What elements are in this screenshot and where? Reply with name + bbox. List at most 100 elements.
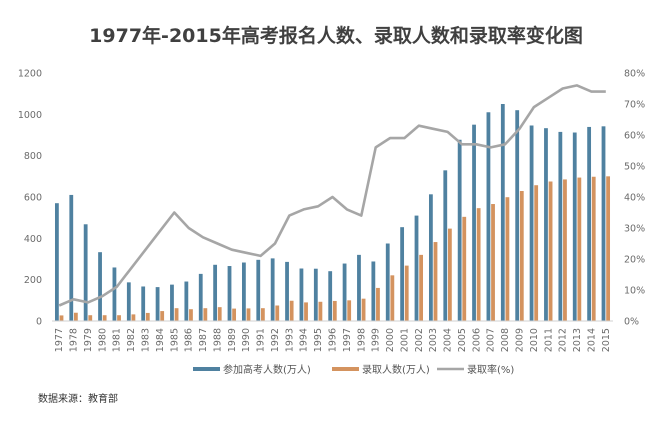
x-tick-label: 1980	[97, 328, 108, 352]
bar-applicants	[428, 194, 433, 321]
legend-label-applicants: 参加高考人数(万人)	[223, 363, 311, 376]
y-right-tick-label: 80%	[624, 69, 645, 80]
bar-admitted	[347, 300, 352, 321]
bar-applicants	[299, 268, 304, 321]
bar-applicants	[486, 112, 491, 322]
y-left-tick-label: 0	[36, 317, 42, 328]
rate-line-path	[58, 84, 606, 307]
bar-applicants	[313, 268, 318, 321]
bar-admitted	[548, 181, 553, 321]
x-tick-label: 1981	[112, 328, 123, 352]
bar-admitted	[519, 191, 524, 321]
bar-admitted	[174, 308, 179, 321]
x-tick-label: 1985	[169, 328, 180, 352]
y-left-tick-label: 1000	[18, 110, 42, 121]
bar-applicants	[414, 215, 419, 321]
bar-applicants	[170, 284, 174, 321]
bar-admitted	[462, 216, 467, 321]
x-tick-label: 2004	[443, 328, 454, 352]
bar-admitted	[505, 197, 510, 321]
bar-admitted	[203, 308, 208, 321]
bar-applicants	[472, 124, 476, 322]
bar-admitted	[332, 300, 337, 321]
bar-admitted	[117, 315, 121, 321]
bar-admitted	[73, 312, 78, 321]
x-tick-label: 1996	[328, 328, 339, 352]
bar-admitted	[59, 315, 64, 321]
bars-applicants	[54, 104, 606, 322]
bar-applicants	[558, 131, 563, 321]
bar-admitted	[563, 179, 567, 321]
bar-applicants	[155, 287, 160, 321]
x-tick-label: 1991	[256, 328, 267, 352]
bar-applicants	[141, 286, 146, 321]
x-tick-label: 2000	[385, 328, 396, 352]
x-tick-label: 2005	[457, 328, 468, 352]
bar-applicants	[270, 258, 275, 321]
bar-admitted	[246, 308, 251, 321]
y-right-tick-label: 20%	[624, 255, 645, 266]
x-tick-label: 2007	[486, 328, 497, 352]
bar-applicants	[112, 267, 117, 321]
bar-admitted	[447, 228, 452, 321]
bar-applicants	[285, 261, 289, 321]
source-note: 数据来源：教育部	[38, 392, 118, 405]
bar-admitted	[419, 254, 424, 321]
bar-admitted	[361, 298, 366, 321]
x-tick-label: 2006	[471, 328, 482, 352]
bar-applicants	[457, 139, 462, 321]
x-tick-label: 2001	[399, 328, 410, 352]
x-tick-label: 1984	[155, 328, 166, 352]
x-tick-label: 1983	[141, 328, 152, 352]
bar-applicants	[213, 264, 218, 321]
y-left-tick-label: 800	[24, 151, 42, 162]
bar-applicants	[572, 132, 577, 321]
bar-applicants	[500, 104, 505, 321]
bar-admitted	[189, 309, 193, 321]
bar-applicants	[515, 110, 520, 321]
bar-applicants	[198, 273, 203, 321]
y-right-tick-label: 60%	[624, 131, 645, 142]
x-tick-label: 1997	[342, 328, 353, 352]
x-tick-label: 1979	[83, 328, 94, 352]
bar-admitted	[232, 308, 237, 321]
y-right-tick-label: 0%	[624, 317, 639, 328]
bar-applicants	[184, 281, 189, 321]
x-tick-label: 2003	[428, 328, 439, 352]
bar-applicants	[400, 227, 405, 321]
right-axis: 0% 10% 20% 30% 40% 50% 60% 70% 80%	[624, 69, 645, 328]
chart-title: 1977年-2015年高考报名人数、录取人数和录取率变化图	[89, 24, 583, 47]
bar-applicants	[256, 259, 261, 321]
bar-admitted	[102, 315, 107, 321]
admission-rate-line	[58, 84, 606, 307]
x-tick-label: 1986	[184, 328, 195, 352]
bar-applicants	[54, 203, 59, 321]
x-tick-label: 1987	[198, 328, 209, 352]
bar-admitted	[491, 204, 495, 321]
y-left-tick-label: 600	[24, 193, 42, 204]
x-tick-label: 1977	[54, 328, 65, 352]
x-tick-label: 1995	[313, 328, 324, 352]
x-tick-label: 1993	[284, 328, 295, 352]
bar-admitted	[577, 177, 582, 321]
x-tick-label: 1994	[299, 328, 310, 352]
x-tick-label: 2014	[586, 328, 597, 352]
bar-admitted	[318, 301, 323, 321]
bar-applicants	[69, 194, 74, 321]
x-tick-label: 1978	[69, 328, 80, 352]
bar-applicants	[241, 262, 246, 321]
bar-admitted	[390, 275, 395, 321]
x-tick-label: 2010	[529, 328, 540, 352]
bar-applicants	[601, 126, 606, 321]
bar-admitted	[606, 176, 611, 321]
x-tick-label: 2015	[601, 328, 612, 352]
bar-admitted	[275, 305, 280, 321]
bar-applicants	[357, 254, 361, 321]
x-tick-label: 2012	[558, 328, 569, 352]
bar-applicants	[385, 243, 390, 321]
legend-label-admitted: 录取人数(万人)	[362, 363, 430, 376]
bar-admitted	[88, 315, 93, 321]
y-right-tick-label: 70%	[624, 100, 645, 111]
bar-admitted	[476, 208, 481, 321]
x-tick-label: 1982	[126, 328, 137, 352]
